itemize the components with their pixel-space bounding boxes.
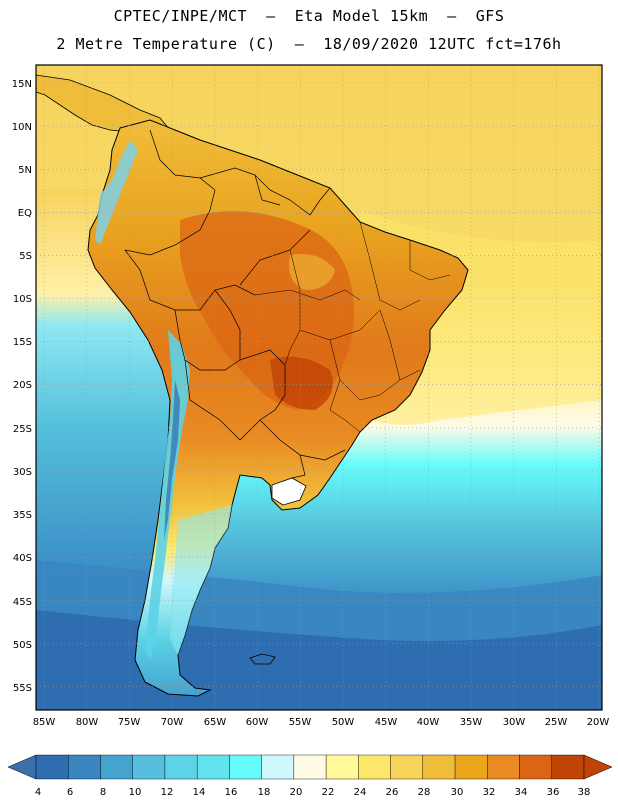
legend-arrow-above (583, 754, 613, 780)
legend-tick: 12 (161, 787, 174, 798)
legend-tick: 22 (322, 787, 335, 798)
latitude-labels: 15N 10N 5N EQ 5S 10S 15S 20S 25S 30S 35S… (12, 79, 32, 694)
lon-label: 55W (289, 717, 312, 728)
legend-color-box (422, 754, 456, 780)
lat-label: EQ (18, 208, 32, 219)
lon-label: 50W (332, 717, 355, 728)
legend-color-box (100, 754, 133, 780)
legend-color-box (132, 754, 166, 780)
lat-label: 5S (19, 251, 32, 262)
map-subtitle: 2 Metre Temperature (C) – 18/09/2020 12U… (56, 35, 562, 53)
legend-color-box (35, 754, 69, 780)
lon-label: 20W (587, 717, 610, 728)
lat-label: 20S (13, 380, 32, 391)
legend-tick: 8 (100, 787, 106, 798)
legend-tick: 20 (290, 787, 303, 798)
lon-label: 80W (76, 717, 99, 728)
lon-label: 30W (503, 717, 526, 728)
lat-label: 50S (13, 640, 32, 651)
legend-color-box (390, 754, 424, 780)
legend-color-box (293, 754, 327, 780)
legend-color-box (325, 754, 359, 780)
lon-label: 65W (204, 717, 227, 728)
lon-label: 60W (246, 717, 269, 728)
legend-tick: 38 (578, 787, 591, 798)
lat-label: 5N (18, 165, 32, 176)
legend-tick: 24 (354, 787, 367, 798)
lon-label: 45W (375, 717, 398, 728)
lat-label: 40S (13, 553, 32, 564)
legend-color-box (261, 754, 295, 780)
legend-tick: 4 (35, 787, 41, 798)
lat-label: 25S (13, 424, 32, 435)
legend-tick: 14 (193, 787, 206, 798)
legend-color-box (454, 754, 488, 780)
lon-label: 40W (417, 717, 440, 728)
map-title: CPTEC/INPE/MCT – Eta Model 15km – GFS (113, 7, 505, 25)
legend-tick: 34 (515, 787, 528, 798)
lon-label: 70W (161, 717, 184, 728)
andes-peaks (164, 380, 180, 540)
lon-label: 25W (545, 717, 568, 728)
lat-label: 45S (13, 597, 32, 608)
falkland-islands (249, 653, 276, 665)
legend-color-box (196, 754, 230, 780)
legend-color-box (164, 754, 198, 780)
legend-tick: 26 (386, 787, 399, 798)
lat-label: 10S (13, 294, 32, 305)
legend-color-box (551, 754, 585, 780)
legend-tick: 10 (129, 787, 142, 798)
legend-arrow-below (7, 754, 37, 780)
hottest-area (270, 356, 333, 410)
legend-tick: 32 (483, 787, 496, 798)
legend-color-box (358, 754, 391, 780)
lon-label: 75W (118, 717, 141, 728)
patagonia (170, 505, 232, 655)
lon-label: 35W (460, 717, 483, 728)
country-borders (124, 129, 346, 479)
legend-color-box (68, 754, 101, 780)
legend-tick: 6 (67, 787, 73, 798)
state-borders (254, 221, 451, 433)
legend-tick: 18 (258, 787, 271, 798)
andes-north (95, 140, 138, 245)
longitude-labels: 85W 80W 75W 70W 65W 60W 55W 50W 45W 40W … (33, 717, 610, 728)
legend-tick: 30 (451, 787, 464, 798)
legend-color-box (487, 754, 520, 780)
lat-label: 10N (12, 122, 32, 133)
lon-label: 85W (33, 717, 56, 728)
lat-label: 15S (13, 337, 32, 348)
lat-label: 55S (13, 683, 32, 694)
legend-color-box (519, 754, 552, 780)
legend-color-box (229, 754, 262, 780)
legend-tick: 16 (225, 787, 238, 798)
color-legend: 4 6 8 10 12 14 16 18 20 22 24 26 28 30 3… (7, 754, 613, 798)
lat-label: 15N (12, 79, 32, 90)
legend-tick: 28 (418, 787, 431, 798)
legend-tick: 36 (547, 787, 560, 798)
lat-label: 35S (13, 510, 32, 521)
map-frame (35, 64, 603, 711)
lat-label: 30S (13, 467, 32, 478)
